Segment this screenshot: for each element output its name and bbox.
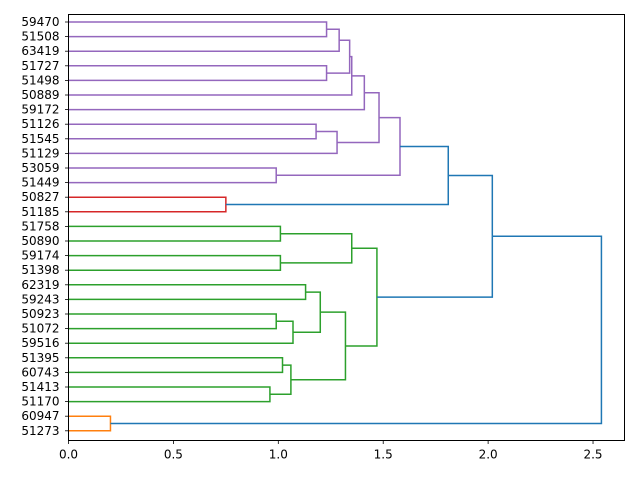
- leaf-label: 51170: [21, 395, 59, 409]
- dendrogram-link-m10: [68, 167, 277, 184]
- dendrogram-link-m20: [292, 291, 322, 333]
- leaf-label: 59243: [21, 292, 59, 306]
- x-tick-label: 0.0: [59, 448, 78, 462]
- x-axis: 0.0 0.5 1.0 1.5 2.0 2.5: [59, 440, 603, 462]
- dendrogram-link-m9: [337, 91, 380, 144]
- leaf-label: 51413: [21, 380, 59, 394]
- leaf-label: 51508: [21, 30, 59, 44]
- leaf-label: 59470: [21, 15, 59, 29]
- dendrogram-link-m18: [68, 313, 277, 330]
- dendrogram-link-m19: [68, 320, 294, 344]
- plot-frame: [68, 14, 625, 441]
- dendrogram-links: [68, 21, 603, 432]
- leaf-label: 59516: [21, 336, 59, 350]
- dendrogram-link-m22: [68, 386, 271, 403]
- dendrogram-link-m27: [68, 415, 112, 432]
- dendrogram-link-m23: [269, 364, 292, 396]
- x-tick-label: 1.0: [269, 448, 288, 462]
- leaf-label: 51449: [21, 176, 59, 190]
- x-tick-label: 2.5: [583, 448, 602, 462]
- leaf-label: 50827: [21, 190, 59, 204]
- x-tick-label: 0.5: [164, 448, 183, 462]
- x-tick-label: 1.5: [374, 448, 393, 462]
- leaf-label: 51273: [21, 424, 59, 438]
- leaf-label: 59174: [21, 249, 59, 263]
- dendrogram-link-m2: [68, 28, 340, 52]
- leaf-label: 51072: [21, 322, 59, 336]
- leaf-label: 51545: [21, 132, 59, 146]
- dendrogram-link-m1: [68, 21, 328, 38]
- leaf-label: 51398: [21, 263, 59, 277]
- leaf-label: 50923: [21, 307, 59, 321]
- x-tick-label: 2.0: [479, 448, 498, 462]
- dendrogram-link-m12: [68, 196, 227, 213]
- leaf-label: 50890: [21, 234, 59, 248]
- dendrogram-link-m5: [68, 55, 353, 96]
- leaf-label: 51129: [21, 146, 59, 160]
- leaf-label: 51395: [21, 351, 59, 365]
- dendrogram-link-m24: [290, 311, 347, 381]
- dendrogram-link-m28: [110, 235, 603, 425]
- dendrogram-link-m17: [68, 284, 307, 301]
- dendrogram-link-m8: [68, 130, 338, 155]
- leaf-label: 59172: [21, 103, 59, 117]
- leaf-label: 51126: [21, 117, 59, 131]
- dendrogram-link-m7: [68, 123, 317, 140]
- leaf-label: 60743: [21, 365, 59, 379]
- dendrogram-link-m21: [68, 357, 284, 374]
- leaf-label: 51758: [21, 219, 59, 233]
- leaf-label: 60947: [21, 409, 59, 423]
- dendrogram-link-m16: [280, 232, 353, 264]
- leaf-label: 62319: [21, 278, 59, 292]
- dendrogram-link-m3: [68, 65, 328, 82]
- dendrogram-link-m4: [326, 39, 351, 74]
- y-axis: 5947051508634195172751498508895917251126…: [21, 15, 69, 438]
- dendrogram-link-m15: [68, 254, 282, 271]
- leaf-label: 50889: [21, 88, 59, 102]
- leaf-label: 53059: [21, 161, 59, 175]
- dendrogram-link-m26: [376, 174, 494, 298]
- dendrogram-link-m13: [225, 145, 450, 206]
- dendrogram-link-m11: [276, 116, 401, 177]
- leaf-label: 51498: [21, 73, 59, 87]
- dendrogram-link-m14: [68, 225, 282, 242]
- leaf-label: 51185: [21, 205, 59, 219]
- leaf-label: 63419: [21, 44, 59, 58]
- leaf-label: 51727: [21, 59, 59, 73]
